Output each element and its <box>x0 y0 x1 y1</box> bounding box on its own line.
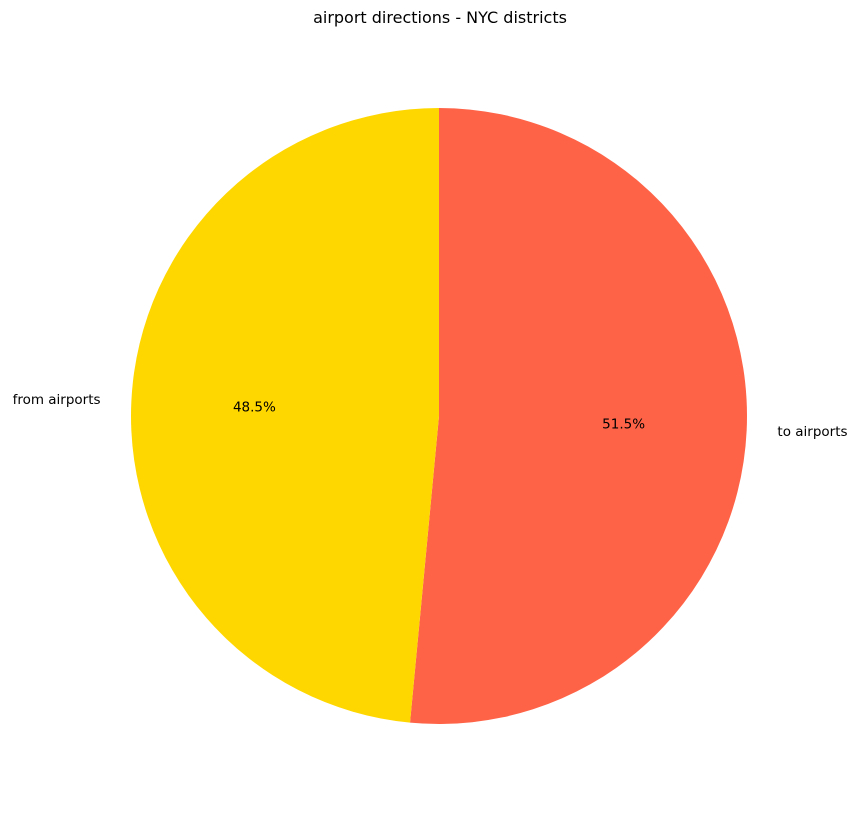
slice-label-from-airports: from airports <box>13 392 101 408</box>
slice-percent-to-airports: 51.5% <box>602 417 645 433</box>
slice-percent-from-airports: 48.5% <box>233 399 276 415</box>
pie-slice-to-airports <box>410 108 748 725</box>
chart-title: airport directions - NYC districts <box>313 8 567 27</box>
slice-label-to-airports: to airports <box>777 424 847 440</box>
pie-slice-from-airports <box>131 108 439 723</box>
